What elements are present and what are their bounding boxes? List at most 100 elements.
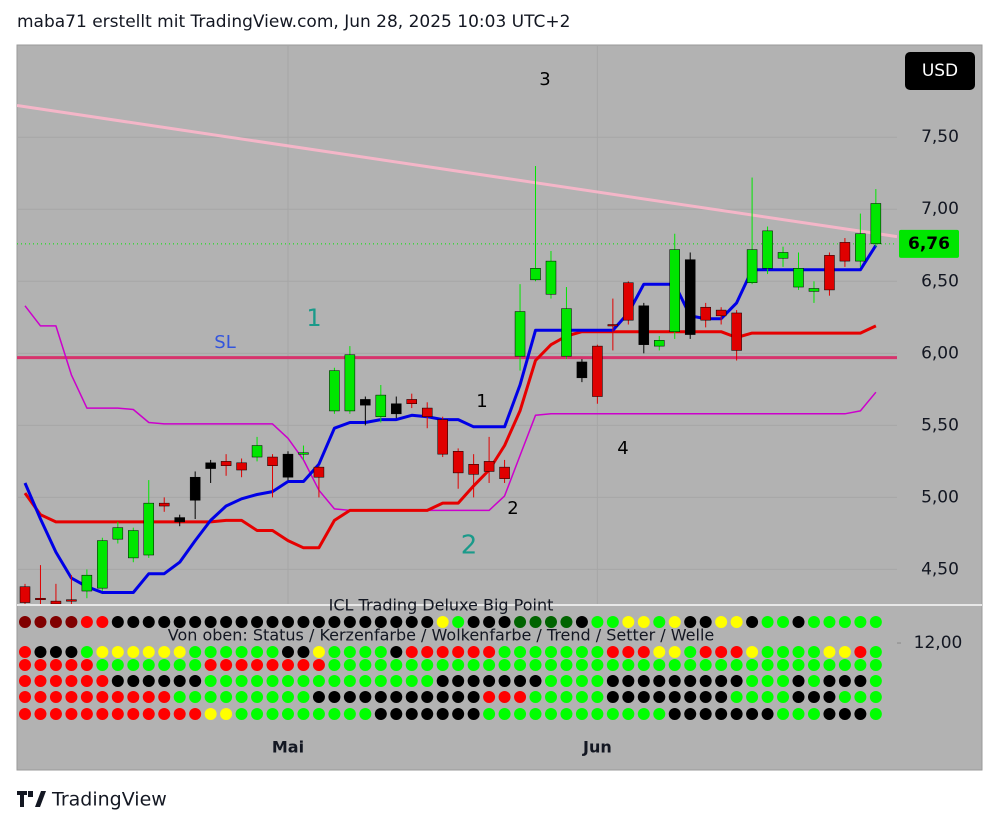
- status-dot: [34, 691, 47, 703]
- status-dot: [606, 708, 619, 720]
- status-dot: [436, 616, 449, 628]
- currency-label[interactable]: USD: [922, 61, 958, 81]
- price-pane: 3 1 2 4 2 1 SL: [17, 45, 897, 604]
- status-dot: [529, 675, 542, 687]
- candle-body: [793, 268, 804, 288]
- status-dot: [266, 659, 279, 671]
- price-axis: 4,50 5,00 5,50 6,00 6,50 7,00 7,50 6,76: [899, 127, 959, 579]
- candle-body: [700, 306, 711, 321]
- status-dot: [111, 659, 124, 671]
- status-dot: [807, 659, 820, 671]
- status-dot: [699, 675, 712, 687]
- status-dot: [854, 616, 867, 628]
- status-dot: [127, 675, 140, 687]
- status-dot: [390, 675, 403, 687]
- status-dot: [807, 616, 820, 628]
- status-dot: [19, 659, 31, 671]
- status-dot: [792, 616, 805, 628]
- status-dot: [715, 659, 728, 671]
- status-dot: [359, 646, 372, 658]
- status-dot: [498, 646, 511, 658]
- status-dot: [328, 675, 341, 687]
- status-dot: [467, 659, 480, 671]
- status-dot: [730, 616, 743, 628]
- status-dot: [390, 691, 403, 703]
- status-dot: [529, 616, 542, 628]
- status-dot: [544, 616, 557, 628]
- status-dot: [220, 646, 233, 658]
- status-dot: [807, 691, 820, 703]
- status-dot: [498, 675, 511, 687]
- currency-button[interactable]: [905, 52, 975, 90]
- status-dot: [158, 646, 171, 658]
- status-dot: [19, 691, 31, 703]
- status-dot: [715, 691, 728, 703]
- status-dot: [65, 646, 78, 658]
- status-dot: [65, 708, 78, 720]
- candle-body: [684, 259, 696, 335]
- status-dot: [34, 659, 47, 671]
- status-dot: [637, 616, 650, 628]
- status-dot: [235, 659, 248, 671]
- status-dot: [777, 616, 790, 628]
- status-dot: [96, 616, 109, 628]
- status-dot: [127, 691, 140, 703]
- status-dot: [343, 659, 356, 671]
- status-dot: [421, 659, 434, 671]
- status-dot: [127, 659, 140, 671]
- status-dot: [715, 675, 728, 687]
- status-dot: [142, 675, 155, 687]
- status-dot: [343, 646, 356, 658]
- status-dot: [189, 675, 202, 687]
- y-tick-label: 6,50: [921, 271, 959, 291]
- status-dot: [49, 708, 62, 720]
- status-dot: [684, 691, 697, 703]
- status-dot: [838, 691, 851, 703]
- status-dot: [251, 708, 264, 720]
- status-dot: [421, 616, 434, 628]
- candle-body: [205, 462, 216, 469]
- status-dot: [668, 646, 681, 658]
- status-dot: [699, 616, 712, 628]
- status-dot: [173, 659, 186, 671]
- status-dot: [854, 646, 867, 658]
- status-dot: [436, 691, 449, 703]
- status-dot: [560, 675, 573, 687]
- status-dot: [653, 646, 666, 658]
- candle-body: [391, 403, 402, 415]
- candle-body: [483, 461, 495, 472]
- status-dot: [591, 646, 604, 658]
- status-dot: [49, 616, 62, 628]
- status-dot: [65, 616, 78, 628]
- status-dot: [96, 691, 109, 703]
- y-tick-label: 12,00: [914, 633, 963, 653]
- status-dot: [235, 691, 248, 703]
- status-dot: [343, 616, 356, 628]
- status-dot: [529, 708, 542, 720]
- status-dot: [467, 616, 480, 628]
- candle-body: [746, 249, 758, 283]
- status-dot: [498, 708, 511, 720]
- status-dot: [699, 691, 712, 703]
- status-dot: [266, 691, 279, 703]
- status-dot: [111, 646, 124, 658]
- status-dot: [699, 659, 712, 671]
- status-dot: [34, 646, 47, 658]
- status-dot: [405, 691, 418, 703]
- candle-body: [715, 309, 727, 317]
- status-dot: [452, 675, 465, 687]
- candle-body: [607, 324, 619, 327]
- status-dot: [96, 708, 109, 720]
- status-dot: [715, 616, 728, 628]
- candle-body: [499, 466, 510, 479]
- status-dot: [575, 691, 588, 703]
- status-dot: [297, 659, 310, 671]
- candle-body: [638, 305, 650, 345]
- candle-body: [19, 586, 31, 603]
- status-dot: [483, 646, 496, 658]
- status-dot: [544, 691, 557, 703]
- candle-body: [561, 308, 572, 357]
- status-dot: [266, 675, 279, 687]
- candle-body: [437, 419, 448, 455]
- candle-body: [267, 456, 278, 466]
